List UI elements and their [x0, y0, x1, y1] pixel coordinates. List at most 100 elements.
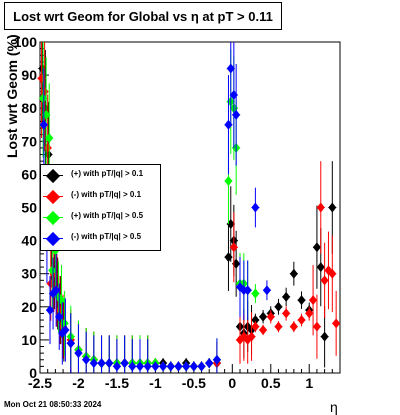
data-point — [97, 358, 106, 369]
y-tick-label: 50 — [21, 200, 37, 216]
data-point — [320, 275, 329, 286]
y-tick-label: 30 — [21, 266, 37, 282]
data-point — [297, 295, 306, 306]
data-point — [243, 285, 252, 296]
x-axis-label: η — [330, 399, 338, 415]
data-point — [328, 268, 337, 279]
legend-marker — [45, 210, 61, 226]
y-axis-label: Lost wrt Geom (%) — [4, 34, 20, 158]
data-point — [309, 295, 318, 306]
y-tick-label: 60 — [21, 166, 37, 182]
x-tick-label: 1 — [305, 375, 313, 391]
data-point — [312, 242, 321, 253]
x-tick-label: -0.5 — [182, 375, 206, 391]
data-point — [61, 324, 70, 335]
y-tick-label: 70 — [21, 133, 37, 149]
legend: (+) with pT/|q| > 0.1 (-) with pT/|q| > … — [40, 164, 161, 251]
legend-label: (-) with pT/|q| > 0.5 — [71, 232, 142, 241]
timestamp: Mon Oct 21 08:50:33 2024 — [4, 400, 102, 409]
data-point — [259, 324, 268, 335]
data-point — [74, 348, 83, 359]
data-point — [305, 308, 314, 319]
data-point — [226, 63, 235, 74]
chart-title: Lost wrt Geom for Global vs η at pT > 0.… — [4, 2, 282, 30]
data-point — [45, 132, 54, 143]
data-point — [52, 285, 61, 296]
data-point — [247, 331, 256, 342]
data-point — [205, 358, 214, 369]
data-point — [282, 308, 291, 319]
data-point — [316, 202, 325, 213]
y-tick-label: 20 — [21, 299, 37, 315]
data-points — [37, 42, 341, 373]
data-point — [89, 358, 98, 369]
data-point — [182, 361, 191, 372]
data-point — [128, 361, 137, 372]
data-point — [297, 315, 306, 326]
y-tick-label: 40 — [21, 233, 37, 249]
legend-label: (-) with pT/|q| > 0.1 — [71, 190, 142, 199]
data-point — [320, 331, 329, 342]
legend-marker — [45, 231, 61, 247]
data-point — [82, 354, 91, 365]
x-tick-label: 0 — [228, 375, 236, 391]
data-point — [48, 265, 57, 276]
legend-item: (+) with pT/|q| > 0.5 — [41, 208, 160, 228]
data-point — [289, 268, 298, 279]
data-point — [266, 311, 275, 322]
data-point — [39, 119, 48, 130]
data-point — [282, 291, 291, 302]
data-point — [105, 358, 114, 369]
data-point — [274, 301, 283, 312]
data-point — [229, 242, 238, 253]
data-point — [316, 262, 325, 273]
data-point — [197, 361, 206, 372]
data-point — [212, 354, 221, 365]
legend-item: (-) with pT/|q| > 0.5 — [41, 229, 160, 249]
legend-marker — [45, 189, 61, 205]
y-tick-label: 90 — [21, 67, 37, 83]
data-point — [136, 361, 144, 372]
data-point — [60, 318, 69, 329]
data-point — [151, 361, 160, 372]
x-tick-label: -1.5 — [105, 375, 129, 391]
data-point — [274, 321, 283, 332]
data-point — [224, 176, 233, 187]
data-point — [262, 285, 271, 296]
data-point — [312, 321, 321, 332]
x-axis: -2.5 -2 -1.5 -1 -0.5 0 0.5 1 — [28, 364, 333, 391]
data-point — [251, 288, 260, 299]
data-point — [332, 318, 341, 329]
data-point — [251, 202, 260, 213]
y-axis: 0 10 20 30 40 50 60 70 80 90 100 — [14, 34, 49, 381]
data-point — [120, 358, 129, 369]
legend-marker — [45, 168, 61, 184]
data-point — [166, 361, 175, 372]
y-tick-label: 0 — [29, 365, 37, 381]
data-point — [259, 311, 268, 322]
y-tick-label: 10 — [21, 332, 37, 348]
data-point — [174, 361, 183, 372]
data-point — [55, 311, 64, 322]
legend-label: (+) with pT/|q| > 0.1 — [71, 169, 144, 178]
x-tick-label: -2 — [72, 375, 85, 391]
data-point — [46, 305, 54, 316]
legend-label: (+) with pT/|q| > 0.5 — [71, 211, 144, 220]
data-point — [189, 361, 198, 372]
x-tick-label: -1 — [149, 375, 162, 391]
data-point — [251, 321, 260, 332]
data-point — [39, 93, 48, 104]
data-point — [289, 321, 298, 332]
data-point — [159, 361, 168, 372]
data-point — [251, 315, 260, 326]
x-tick-label: -2.5 — [28, 375, 52, 391]
legend-item: (+) with pT/|q| > 0.1 — [41, 166, 160, 186]
legend-item: (-) with pT/|q| > 0.1 — [41, 187, 160, 207]
x-tick-label: 0.5 — [261, 375, 281, 391]
data-point — [66, 338, 75, 349]
data-point — [232, 109, 241, 120]
y-tick-label: 100 — [14, 34, 38, 50]
data-point — [112, 361, 121, 372]
data-point — [328, 202, 337, 213]
